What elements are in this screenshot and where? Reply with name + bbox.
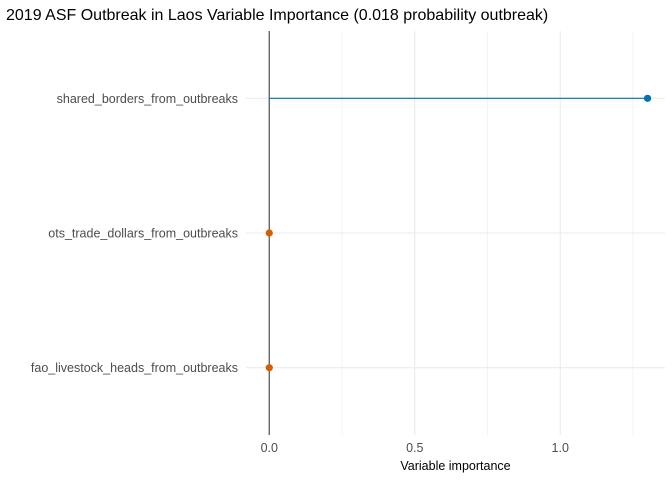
x-axis-title: Variable importance [400, 459, 510, 473]
plot-marks [265, 94, 652, 372]
y-tick-label: fao_livestock_heads_from_outbreaks [31, 361, 238, 375]
x-tick-label: 0.5 [406, 441, 423, 455]
importance-point [265, 229, 273, 237]
y-tick-label: shared_borders_from_outbreaks [57, 92, 238, 106]
importance-point [265, 364, 273, 372]
importance-point [643, 94, 652, 102]
grid-lines [246, 31, 665, 435]
x-axis-labels: 0.0 0.5 1.0 [261, 441, 569, 455]
y-axis-labels: shared_borders_from_outbreaks ots_trade_d… [31, 92, 238, 375]
chart-title: 2019 ASF Outbreak in Laos Variable Impor… [6, 7, 548, 24]
y-tick-label: ots_trade_dollars_from_outbreaks [48, 227, 238, 241]
x-tick-label: 0.0 [261, 441, 278, 455]
x-tick-label: 1.0 [552, 441, 569, 455]
